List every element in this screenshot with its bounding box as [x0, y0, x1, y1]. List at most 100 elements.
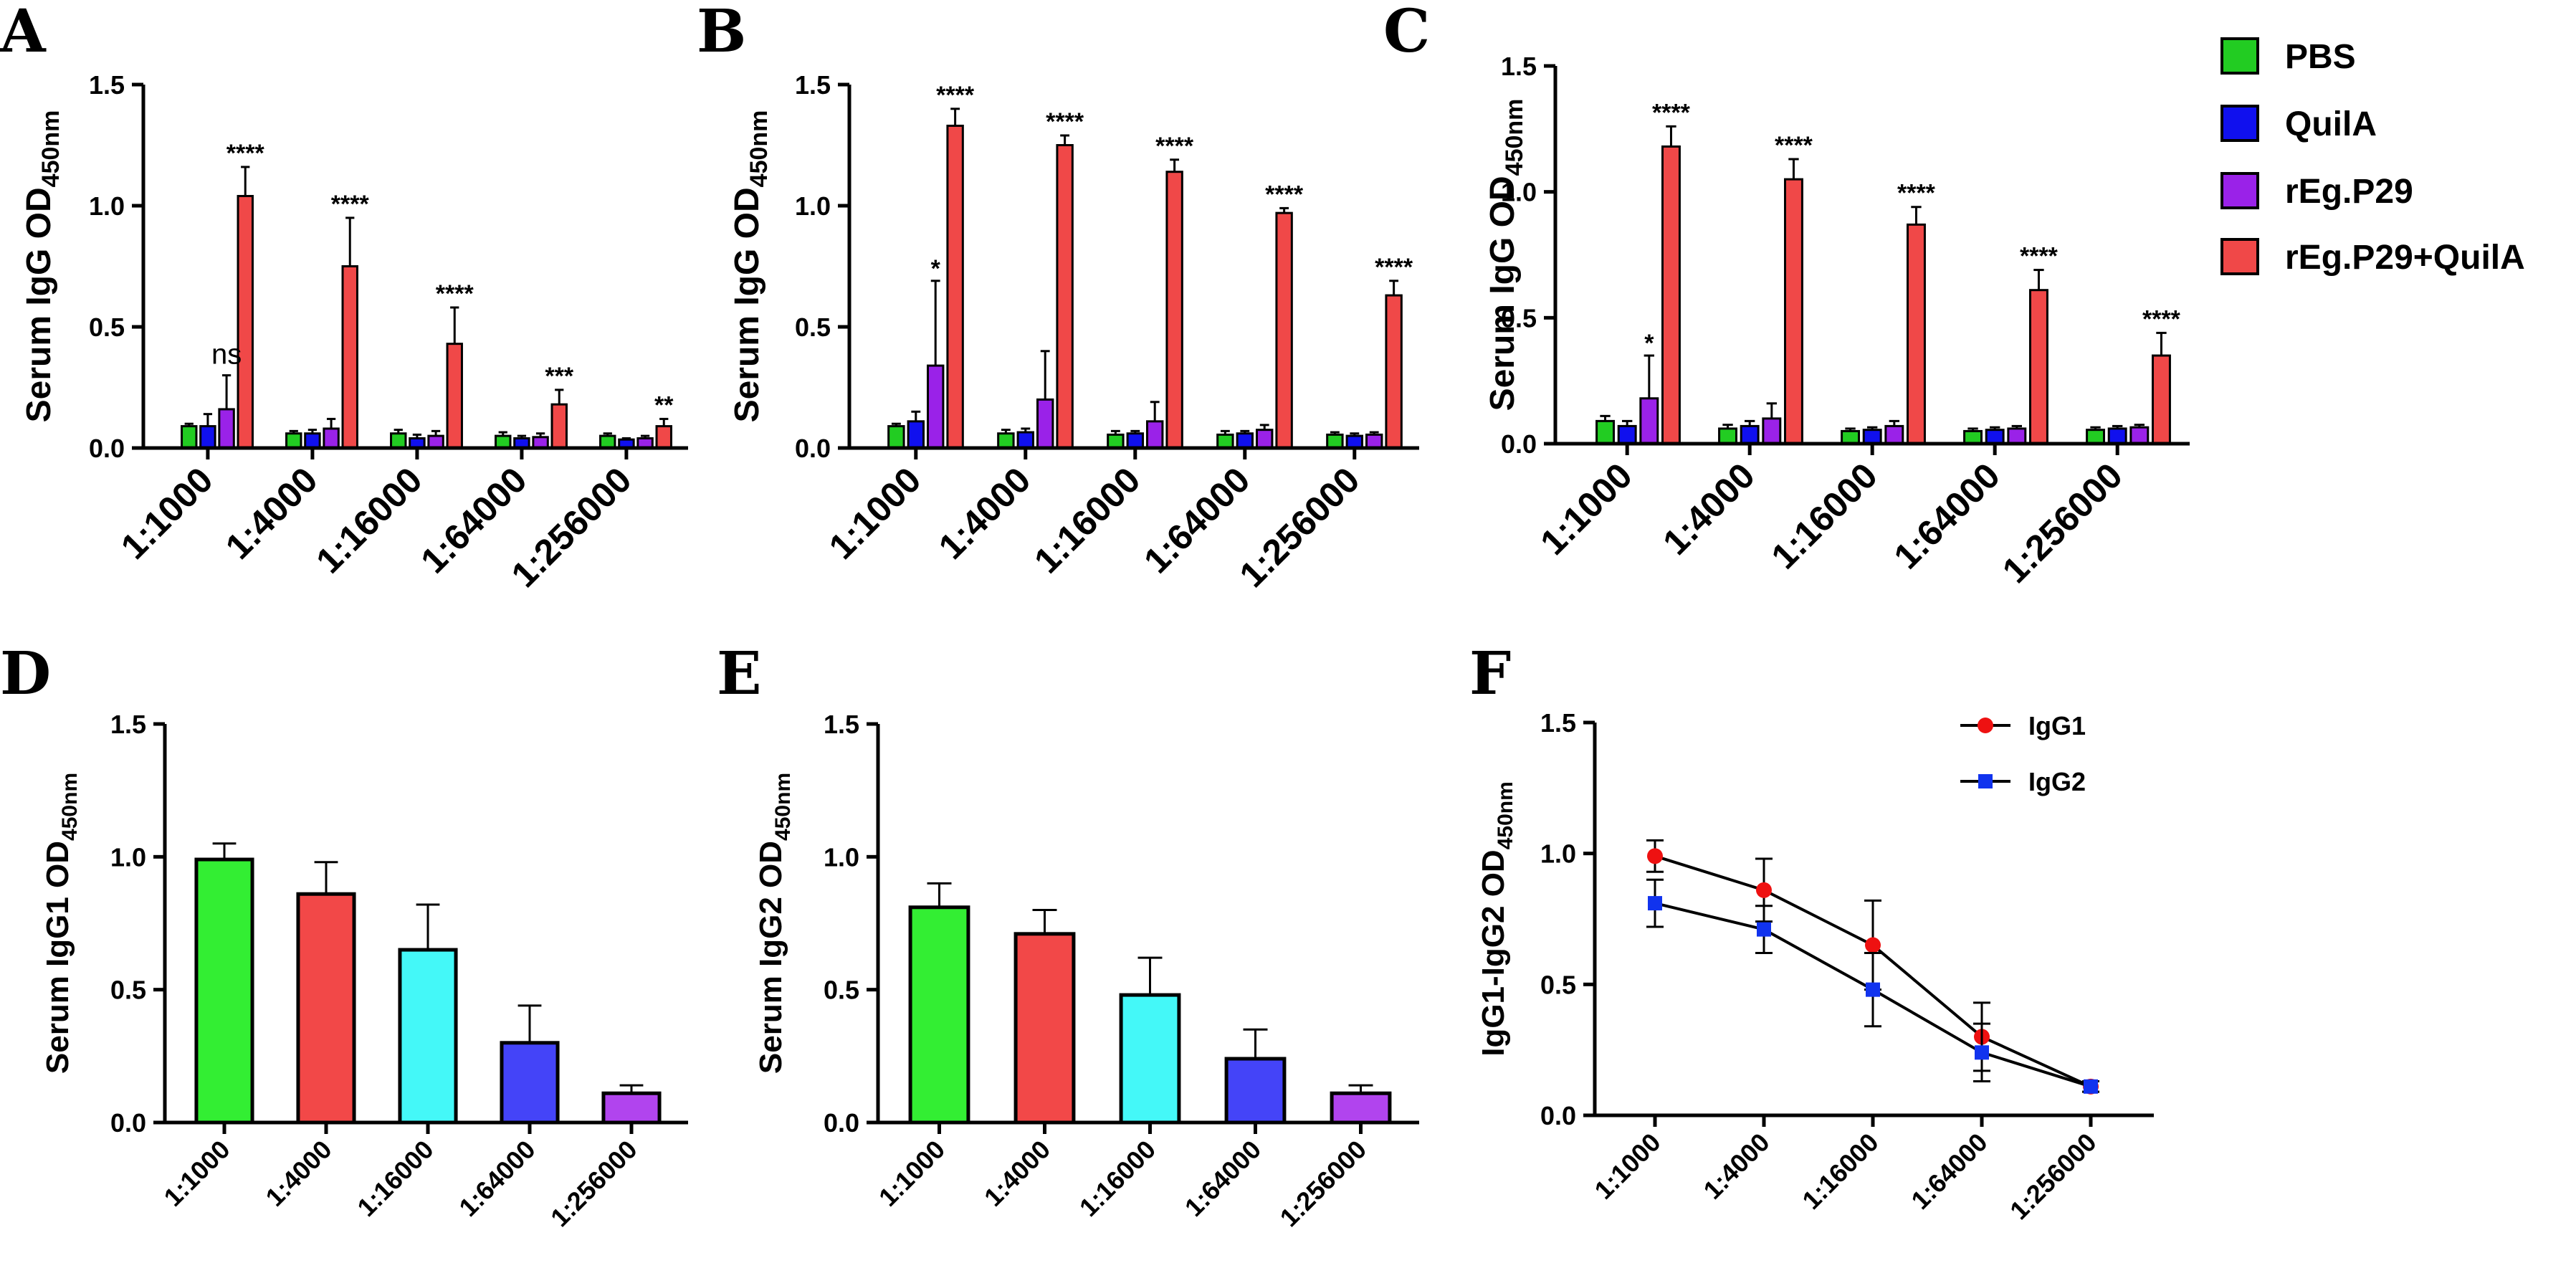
- D-y-tick-label: 1.0: [110, 842, 146, 872]
- A-bar-rEg.P29: [218, 408, 235, 449]
- legend-swatch-PBS: [2220, 37, 2259, 75]
- F-point-IgG1: [1865, 937, 1881, 953]
- A-bar-PBS: [390, 432, 407, 449]
- E-bar: [1224, 1057, 1287, 1125]
- D-x-tick-label: 1:256000: [545, 1135, 643, 1233]
- A-sig-label: ****: [331, 191, 370, 218]
- B-bar-QuilA: [907, 420, 925, 449]
- A-x-tick-label: 1:4000: [218, 459, 325, 567]
- legend-label: rEg.P29+QuilA: [2285, 239, 2525, 277]
- E-y-tick-label: 0.5: [824, 976, 859, 1005]
- A-bar-rEg.P29: [323, 427, 340, 449]
- E-y-label-sub: 450nm: [771, 773, 795, 841]
- panel-E: 0.0 0.5 1.0 1.5 1:1000 1:4000 1:16000 1:64000 1:…: [717, 639, 1419, 1232]
- C-panel-letter: C: [1383, 0, 1430, 66]
- D-x-tick-label: 1:4000: [259, 1135, 337, 1212]
- B-x-tick-label: 1:256000: [1232, 459, 1368, 595]
- C-x-tick-label: 1:16000: [1764, 455, 1885, 576]
- B-y-label: Serum IgG OD450nm: [728, 110, 773, 423]
- B-bar-rEg.P29: [1255, 429, 1274, 449]
- B-sig-label: ****: [1046, 108, 1084, 135]
- panel-F: 0.0 0.5 1.0 1.5 1:1000 1:4000 1:16000 1:64000 1:…: [1469, 639, 2154, 1225]
- D-panel-letter: D: [0, 639, 51, 708]
- B-bar-PBS: [1216, 433, 1234, 449]
- B-y-label-sub: 450nm: [745, 110, 773, 188]
- C-sig-label: *: [1644, 330, 1654, 357]
- D-y-tick-label: 1.5: [110, 710, 146, 739]
- C-bar-PBS: [1963, 429, 1983, 445]
- A-bar-PBS: [599, 434, 616, 449]
- A-y-tick-label: 1.5: [89, 70, 125, 100]
- D-bar: [194, 857, 254, 1125]
- B-y-tick-label: 1.0: [795, 191, 831, 221]
- A-sig-label: ***: [545, 363, 573, 390]
- B-bar-QuilA: [1016, 431, 1035, 449]
- F-point-IgG2: [2084, 1079, 2098, 1094]
- F-y-tick-label: 0.5: [1540, 970, 1576, 999]
- D-bar: [500, 1041, 560, 1125]
- C-y-label-sub: 450nm: [1501, 99, 1528, 176]
- B-bar-rEg.P29: [1036, 398, 1054, 449]
- E-bar: [1013, 932, 1076, 1125]
- legend-swatch-QuilA: [2220, 105, 2259, 142]
- C-bar-QuilA: [1617, 424, 1637, 445]
- C-sig-label: ****: [1775, 132, 1813, 159]
- C-y-label: Serum IgG OD450nm: [1484, 99, 1528, 411]
- B-bar-QuilA: [1126, 432, 1145, 449]
- E-y-label-main: Serum IgG2 OD: [753, 841, 788, 1074]
- A-x-tick-label: 1:1000: [113, 459, 221, 567]
- legend-swatch-rEg.P29: [2220, 172, 2259, 209]
- C-sig-label: ****: [2142, 305, 2181, 333]
- B-bar-rEg.P29+QuilA: [1385, 294, 1403, 449]
- F-x-tick-label: 1:256000: [2004, 1128, 2102, 1226]
- C-y-tick-label: 0.0: [1501, 429, 1537, 459]
- A-y-tick-label: 0.5: [89, 313, 125, 342]
- A-sig-label: **: [654, 391, 674, 419]
- A-y-label-main: Serum IgG OD: [20, 187, 58, 422]
- F-y-tick-label: 1.0: [1540, 839, 1576, 869]
- A-x-tick-label: 1:16000: [308, 459, 429, 581]
- B-bar-rEg.P29+QuilA: [1165, 171, 1183, 449]
- B-y-label-main: Serum IgG OD: [728, 187, 766, 422]
- C-bar-rEg.P29+QuilA: [1661, 145, 1681, 445]
- A-y-tick-label: 0.0: [89, 434, 125, 463]
- D-y-label-main: Serum IgG1 OD: [40, 841, 75, 1074]
- panel-B: *********************0.00.51.01.51:1000 1…: [697, 0, 1419, 595]
- A-bar-QuilA: [199, 425, 216, 449]
- C-bar-rEg.P29: [2007, 427, 2027, 445]
- A-y-label: Serum IgG OD450nm: [20, 110, 65, 423]
- A-bar-rEg.P29+QuilA: [550, 403, 568, 449]
- F-point-IgG2: [1975, 1045, 1989, 1060]
- A-sig-label: ns: [211, 339, 242, 371]
- F-y-label-main: IgG1-IgG2 OD: [1476, 849, 1511, 1056]
- D-bar: [296, 892, 356, 1125]
- E-y-tick-label: 1.5: [824, 710, 859, 739]
- E-y-tick-label: 0.0: [824, 1108, 859, 1138]
- B-sig-label: ****: [936, 82, 975, 109]
- D-bar: [398, 948, 458, 1125]
- D-x-tick-label: 1:16000: [351, 1135, 439, 1222]
- panel-C: *********************0.00.51.01.51:1000 1…: [1383, 0, 2190, 591]
- B-y-tick-label: 0.5: [795, 313, 831, 342]
- A-sig-label: ****: [436, 280, 474, 308]
- A-bar-QuilA: [304, 432, 321, 449]
- E-x-tick-label: 1:16000: [1074, 1135, 1161, 1222]
- B-sig-label: ****: [1375, 254, 1413, 281]
- panel-D: 0.0 0.5 1.0 1.5 1:1000 1:4000 1:16000 1:64000 1:…: [0, 639, 688, 1232]
- C-sig-label: ****: [2020, 243, 2059, 270]
- F-x-tick-label: 1:1000: [1588, 1128, 1666, 1205]
- C-bar-rEg.P29: [1762, 417, 1782, 445]
- B-bar-PBS: [997, 432, 1015, 449]
- E-panel-letter: E: [717, 639, 762, 708]
- E-bar: [908, 905, 970, 1125]
- C-sig-label: ****: [1897, 180, 1936, 207]
- B-y-tick-label: 0.0: [795, 434, 831, 463]
- C-bar-rEg.P29+QuilA: [2028, 289, 2048, 445]
- A-bar-rEg.P29+QuilA: [655, 425, 672, 449]
- F-legend-marker-IgG2: [1978, 774, 1993, 788]
- B-bar-rEg.P29: [1145, 420, 1164, 449]
- B-sig-label: ****: [1265, 181, 1304, 208]
- B-y-tick-label: 1.5: [795, 70, 831, 100]
- D-x-tick-label: 1:1000: [158, 1135, 235, 1212]
